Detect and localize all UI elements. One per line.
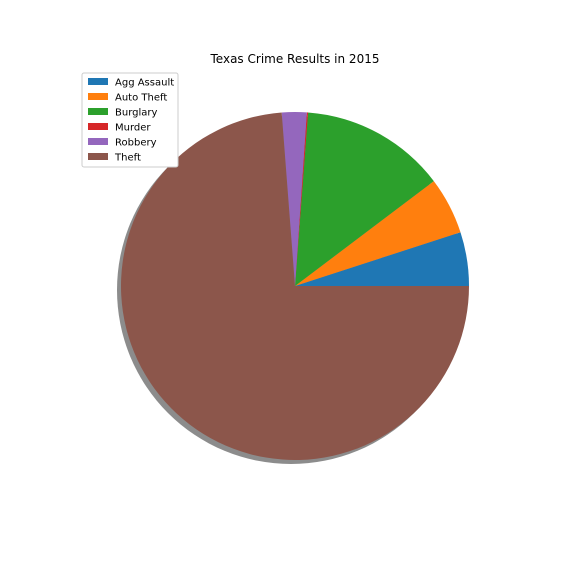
legend-swatch-robbery <box>88 138 108 145</box>
legend: Agg Assault Auto Theft Burglary Murder Robbe… <box>81 72 179 168</box>
pie-slices <box>121 112 470 460</box>
legend-swatch-auto-theft <box>88 93 108 100</box>
chart-title: Texas Crime Results in 2015 <box>210 52 380 66</box>
legend-swatch-agg-assault <box>88 78 108 85</box>
pie-slice-agg-assault <box>295 232 469 286</box>
legend-label-murder: Murder <box>115 123 151 134</box>
legend-swatch-murder <box>88 123 108 130</box>
pie-slice-burglary <box>295 112 434 286</box>
legend-label-agg-assault: Agg Assault <box>115 78 174 89</box>
legend-label-auto-theft: Auto Theft <box>115 93 167 104</box>
legend-label-theft: Theft <box>114 153 141 164</box>
pie-slice-auto-theft <box>295 181 461 286</box>
legend-swatch-theft <box>88 153 108 160</box>
pie-slice-theft <box>121 112 470 460</box>
pie-slice-murder <box>295 112 309 287</box>
pie-slice-robbery <box>281 112 307 286</box>
legend-swatch-burglary <box>88 108 108 115</box>
legend-label-robbery: Robbery <box>115 138 157 149</box>
legend-label-burglary: Burglary <box>115 108 157 119</box>
